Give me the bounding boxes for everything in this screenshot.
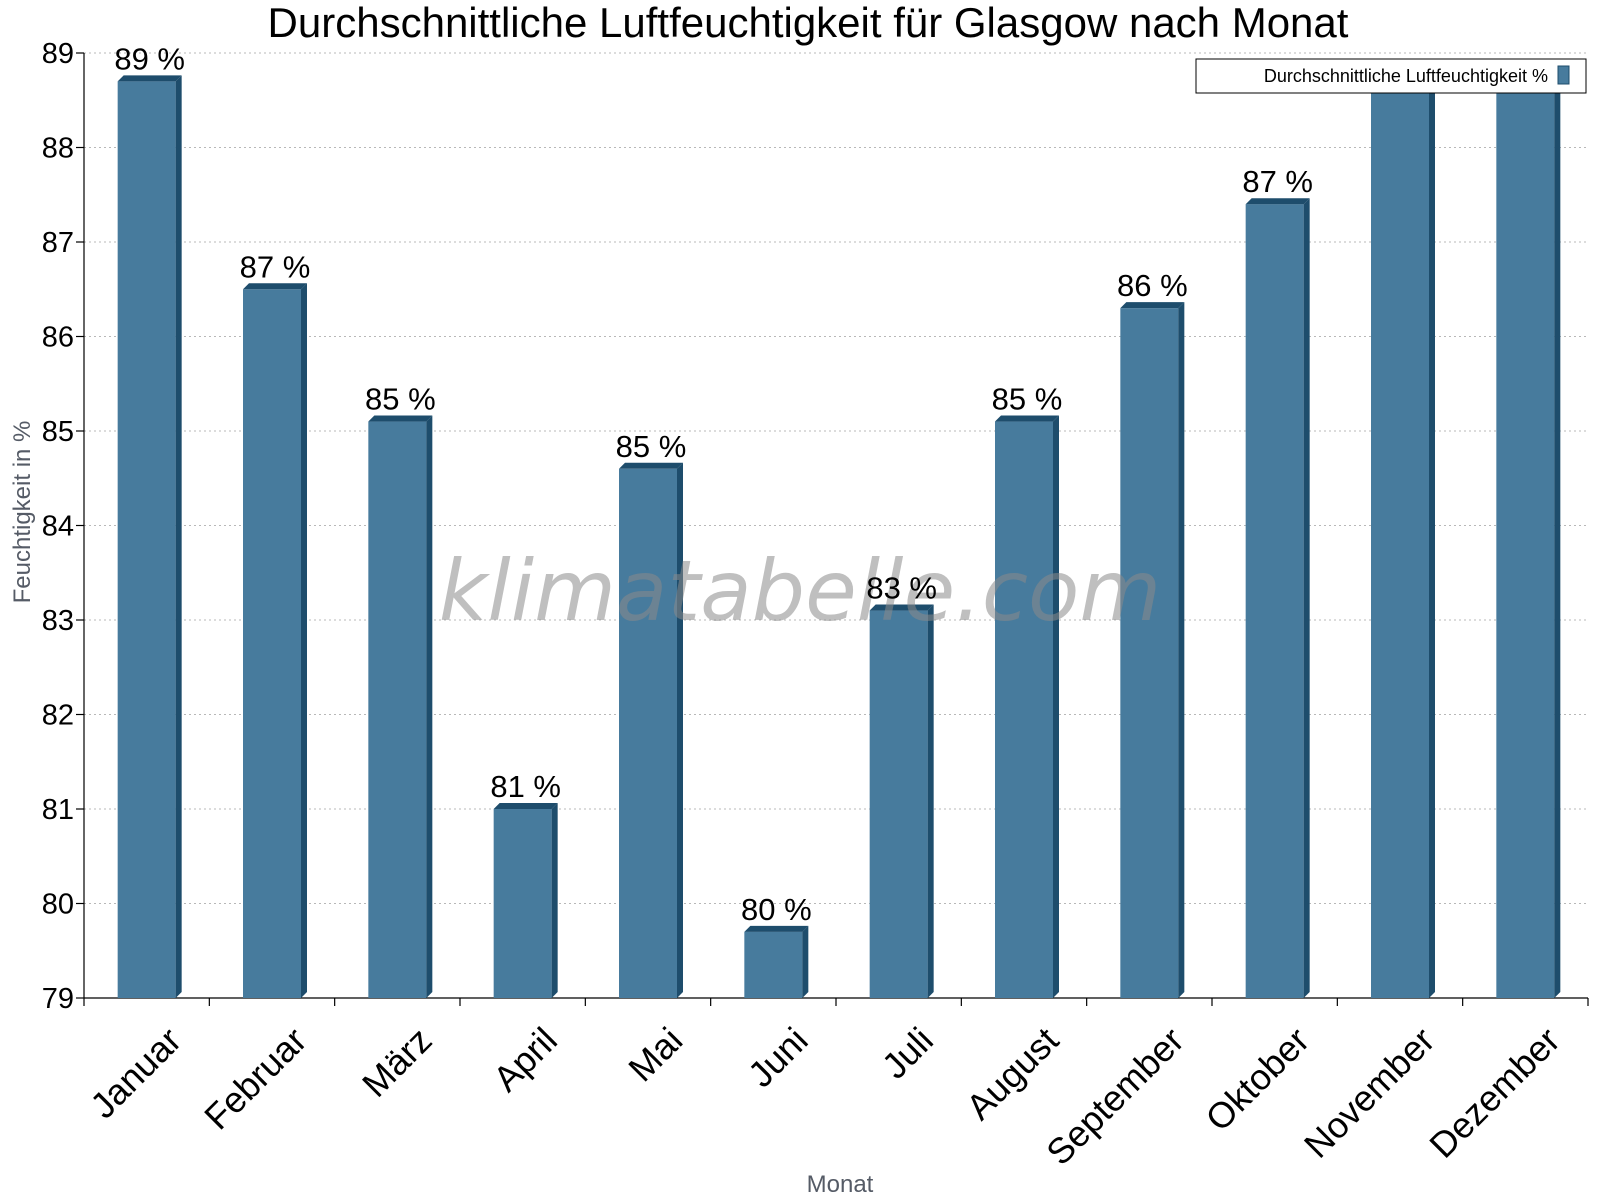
y-tick-label: 81 (42, 794, 74, 826)
bar-face (1371, 90, 1429, 999)
bars (117, 75, 1561, 999)
bar-face (995, 421, 1053, 998)
x-tick-label: Januar (82, 1019, 189, 1126)
legend: Durchschnittliche Luftfeuchtigkeit % (1195, 58, 1587, 94)
bar (1371, 84, 1435, 999)
x-tick-label: März (354, 1019, 440, 1105)
bar-side (1554, 84, 1561, 999)
x-tick-label: Februar (196, 1019, 314, 1137)
data-label: 87 % (1242, 164, 1313, 199)
bar-face (117, 81, 176, 999)
data-label: 80 % (741, 892, 812, 927)
bar-top (117, 75, 182, 82)
data-label: 81 % (490, 769, 561, 804)
bar-top (493, 803, 558, 809)
bar (1245, 198, 1310, 998)
bar-top (744, 925, 809, 932)
x-tick-label: Mai (620, 1019, 690, 1089)
bar-top (869, 604, 934, 611)
data-label: 86 % (1117, 268, 1188, 303)
bar-top (1120, 302, 1185, 309)
bar-side (927, 604, 934, 998)
y-tick-label: 87 (42, 227, 74, 259)
bar-face (1496, 90, 1555, 999)
bar-face (368, 421, 427, 998)
bar-face (1120, 308, 1179, 998)
chart-title: Durchschnittliche Luftfeuchtigkeit für G… (268, 0, 1349, 46)
axes (76, 52, 1589, 1006)
legend-box (1195, 58, 1587, 94)
x-tick-label: April (485, 1019, 565, 1099)
bar-side (1429, 84, 1435, 999)
x-tick-label: Dezember (1421, 1019, 1567, 1165)
data-label: 85 % (616, 429, 687, 464)
bar-top (619, 462, 683, 469)
x-tick-label: Oktober (1197, 1019, 1317, 1139)
bar-side (1178, 302, 1185, 998)
y-tick-label: 84 (42, 511, 74, 543)
legend-swatch (1557, 65, 1570, 85)
x-tick-label: Juni (740, 1019, 816, 1095)
bar (995, 415, 1059, 998)
y-tick-label: 88 (42, 133, 74, 165)
y-tick-label: 79 (42, 983, 74, 1015)
bar-face (493, 809, 552, 998)
data-labels: 89 % 87 % 85 % 81 % 85 % 80 % 83 % 85 % 86 % 87 % (114, 41, 1313, 927)
data-label: 85 % (365, 382, 436, 417)
bar-top (995, 415, 1059, 422)
bar-top (1245, 198, 1310, 205)
bar-top (368, 415, 433, 422)
grid-lines (84, 52, 1588, 904)
bar (1120, 302, 1185, 998)
x-tick-label: August (958, 1019, 1066, 1127)
bar-face (243, 289, 301, 998)
bar-face (1245, 204, 1304, 998)
bar-side (301, 283, 307, 998)
bar-side (677, 462, 683, 998)
bar (744, 925, 809, 998)
bar-side (175, 75, 182, 999)
data-label: 89 % (114, 41, 185, 76)
bar (1496, 84, 1561, 999)
y-tick-label: 80 (42, 889, 74, 921)
bar (869, 604, 934, 998)
y-tick-label: 86 (42, 322, 74, 354)
y-tick-label: 83 (42, 605, 74, 637)
data-label: 85 % (992, 382, 1063, 417)
y-tick-label: 82 (42, 700, 74, 732)
bar-side (1053, 415, 1059, 998)
bar-side (426, 415, 433, 998)
bar (619, 462, 683, 998)
watermark-text: klimatabelle.com (439, 542, 1162, 640)
bar (493, 803, 558, 998)
bar-side (802, 925, 809, 998)
x-tick-label: Juli (874, 1019, 941, 1086)
bar (117, 75, 182, 999)
legend-label: Durchschnittliche Luftfeuchtigkeit % (1264, 66, 1548, 86)
x-tick-label: November (1296, 1019, 1442, 1165)
bar-side (551, 803, 558, 998)
x-axis-label: Monat (807, 1171, 874, 1198)
y-tick-label: 85 (42, 416, 74, 448)
bar (368, 415, 433, 998)
data-label: 83 % (866, 571, 937, 606)
bar-face (619, 468, 677, 998)
bar-face (869, 610, 928, 998)
x-tick-label: September (1038, 1019, 1192, 1173)
y-tick-label: 89 (42, 38, 74, 70)
bar (243, 283, 307, 998)
data-label: 87 % (240, 249, 311, 284)
bar-face (744, 931, 803, 998)
y-axis-label: Feuchtigkeit in % (9, 421, 36, 604)
bar-side (1303, 198, 1310, 998)
bar-top (243, 283, 307, 290)
